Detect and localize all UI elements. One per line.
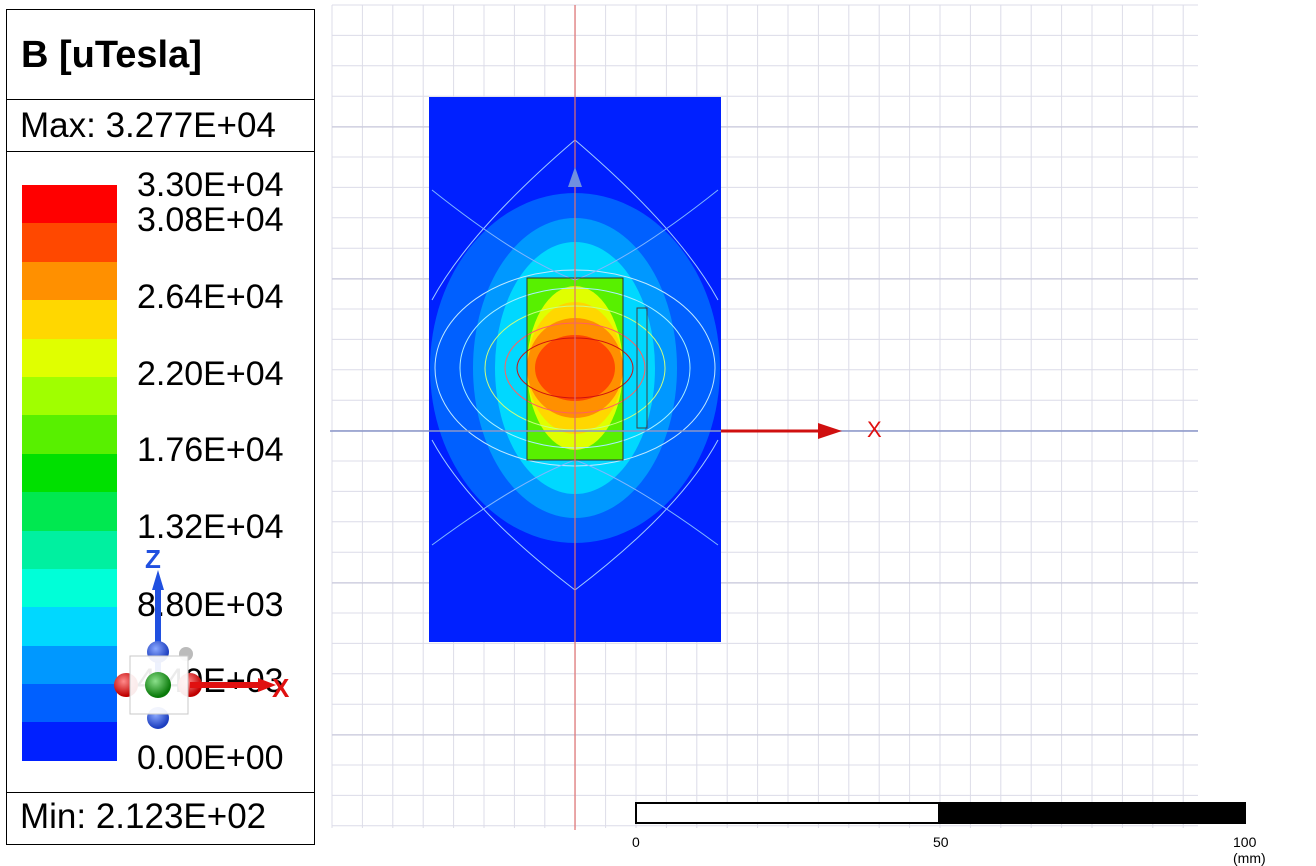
color-bar-segment	[22, 530, 117, 569]
legend-title-box: B [uTesla]	[7, 10, 314, 100]
color-bar-segment	[22, 722, 117, 761]
scale-label-50: 50	[933, 834, 949, 850]
z-axis-arrowhead	[568, 167, 582, 187]
color-bar-segment	[22, 492, 117, 531]
legend-tick-label: 2.64E+04	[137, 278, 284, 316]
scale-bar-black-segment	[940, 802, 1246, 824]
color-bar-segment	[22, 607, 117, 646]
scale-bar-white-segment	[635, 802, 940, 824]
legend-tick-label: 2.20E+04	[137, 355, 284, 393]
triad-x-label: X	[272, 673, 290, 703]
color-bar-segment	[22, 300, 117, 339]
legend-min-value: Min: 2.123E+02	[20, 797, 267, 836]
color-bar-segment	[22, 376, 117, 416]
legend-tick-label: 0.00E+00	[137, 739, 284, 777]
color-bar-segment	[22, 415, 117, 454]
color-bar-segment	[22, 645, 117, 685]
legend-tick-label: 1.32E+04	[137, 508, 284, 546]
color-bar-segment	[22, 684, 117, 723]
scale-label-100: 100 (mm)	[1233, 834, 1266, 866]
color-bar-segment	[22, 223, 117, 262]
legend-max-value: Max: 3.277E+04	[20, 106, 276, 145]
color-bar-segment	[22, 185, 117, 224]
color-bar	[22, 185, 117, 761]
color-bar-segment	[22, 568, 117, 608]
color-bar-segment	[22, 261, 117, 301]
color-bar-segment	[22, 453, 117, 493]
scale-label-0: 0	[632, 834, 640, 850]
color-bar-segment	[22, 338, 117, 377]
legend-tick-label: 3.08E+04	[137, 201, 284, 239]
legend-min-box: Min: 2.123E+02	[7, 792, 314, 844]
x-axis-label: X	[867, 417, 882, 442]
scale-bar: 0 50 100 (mm)	[632, 802, 1266, 866]
x-axis-arrowhead	[818, 423, 842, 439]
legend-max-box: Max: 3.277E+04	[7, 100, 314, 152]
legend-tick-label: 8.80E+03	[137, 586, 284, 624]
legend-tick-label: 1.76E+04	[137, 431, 284, 469]
triad-z-label: Z	[145, 544, 161, 574]
legend-tick-label: 3.30E+04	[137, 166, 284, 204]
legend-title: B [uTesla]	[21, 34, 202, 76]
